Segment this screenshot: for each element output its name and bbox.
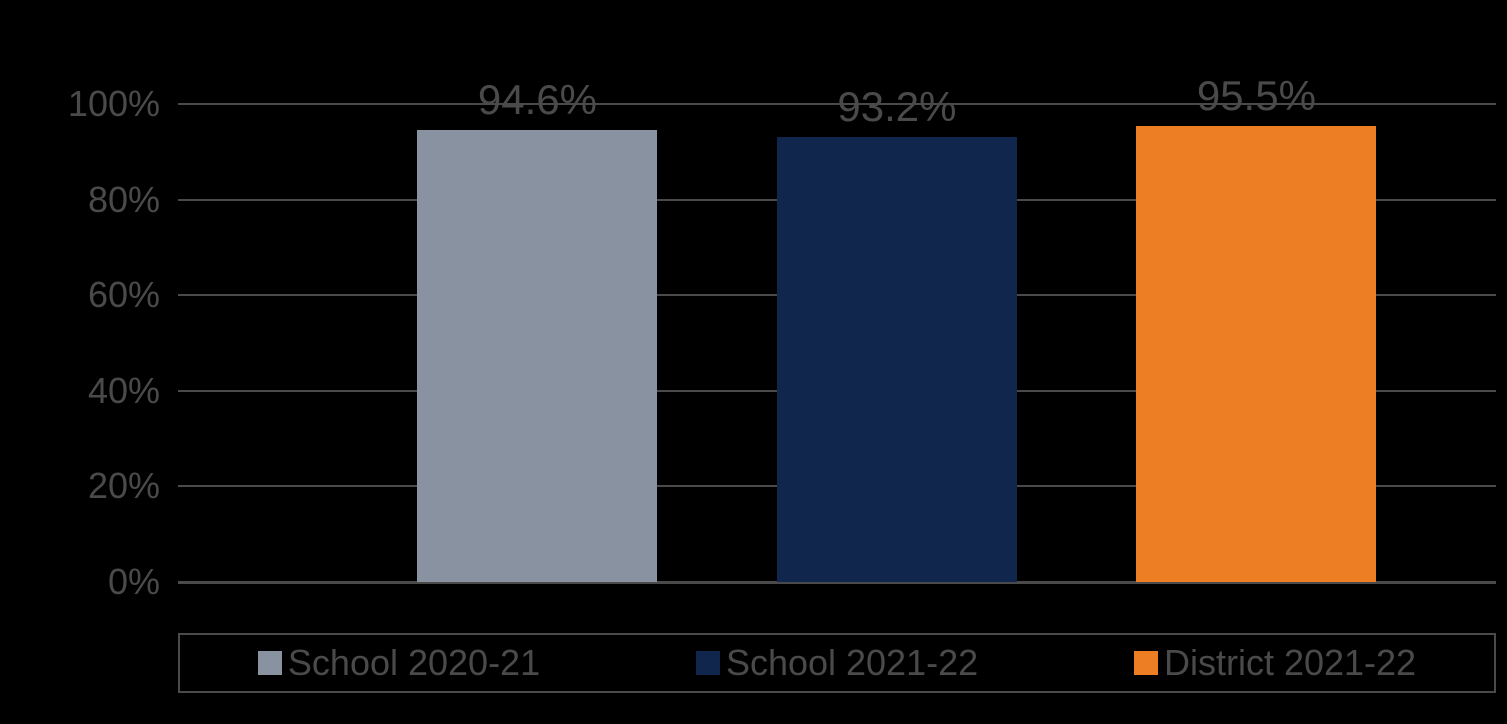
legend-item: District 2021-22 <box>1134 642 1416 684</box>
legend-item: School 2020-21 <box>258 642 540 684</box>
y-tick-label: 20% <box>88 465 178 507</box>
legend-label: School 2021-22 <box>726 642 978 684</box>
plot-area: 0%20%40%60%80%100%94.6%93.2%95.5% <box>178 104 1496 582</box>
y-tick-label: 100% <box>68 83 178 125</box>
bar-value-label: 95.5% <box>1197 72 1316 126</box>
legend-swatch <box>258 651 282 675</box>
bar: 94.6% <box>417 130 657 582</box>
bar-chart: 0% 20% 40% 60% 80% 100% 94.6% 93.2% 95.5% School… <box>0 0 1507 724</box>
bar-value-label: 94.6% <box>478 76 597 130</box>
bar: 95.5% <box>1136 126 1376 582</box>
legend: School 2020-21 School 2021-22 District 2… <box>178 633 1496 693</box>
legend-swatch <box>1134 651 1158 675</box>
y-tick-label: 0% <box>108 561 178 603</box>
bar: 93.2% <box>777 137 1017 582</box>
legend-label: District 2021-22 <box>1164 642 1416 684</box>
legend-item: School 2021-22 <box>696 642 978 684</box>
legend-swatch <box>696 651 720 675</box>
y-tick-label: 80% <box>88 179 178 221</box>
bar-value-label: 93.2% <box>837 83 956 137</box>
y-tick-label: 40% <box>88 370 178 412</box>
legend-label: School 2020-21 <box>288 642 540 684</box>
y-tick-label: 60% <box>88 274 178 316</box>
